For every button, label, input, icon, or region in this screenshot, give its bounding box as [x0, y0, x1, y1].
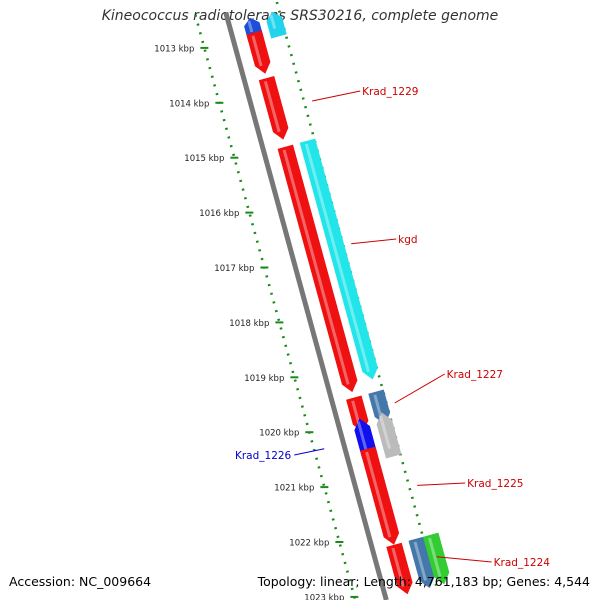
gene-feature[interactable]: [266, 11, 287, 39]
gene-label-kgd[interactable]: kgd: [398, 234, 417, 246]
ruler-tick-label: 1018 kbp: [229, 319, 269, 329]
gene-Krad_1229[interactable]: [258, 76, 289, 140]
gene-highlight: [247, 20, 254, 33]
gene-label-Krad_1226[interactable]: Krad_1226: [235, 450, 292, 462]
gene-highlight: [413, 541, 427, 581]
gene-feature[interactable]: [408, 536, 435, 589]
gene-feature[interactable]: [246, 30, 271, 74]
ruler-tick-label: 1021 kbp: [274, 484, 314, 494]
ruler-tick-label: 1023 kbp: [304, 593, 344, 600]
ruler-tick-label: 1014 kbp: [169, 99, 209, 109]
gene-highlight: [379, 415, 391, 450]
gene-highlight: [351, 400, 361, 425]
gene-labels: Krad_1229 Krad_1227 Krad_1226 Krad_1225 Krad…: [235, 86, 550, 569]
gene-label-Krad_1225[interactable]: Krad_1225: [467, 478, 523, 490]
backbone-line: [223, 11, 389, 600]
ruler-tick-label: 1015 kbp: [184, 154, 224, 164]
label-leader-line: [417, 482, 466, 486]
label-leader-line: [312, 90, 361, 102]
gene-label-Krad_1229[interactable]: Krad_1229: [362, 86, 418, 98]
gene-highlight: [391, 547, 405, 587]
gene-highlight: [251, 35, 263, 67]
ruler-tick-label: 1013 kbp: [154, 44, 194, 54]
gene-kgd[interactable]: [277, 144, 358, 393]
gene-highlight: [269, 14, 277, 30]
gene-label-Krad_1224[interactable]: Krad_1224: [494, 557, 551, 569]
ruler-tick-label: 1017 kbp: [214, 264, 254, 274]
gene-feature[interactable]: [299, 138, 378, 380]
gene-highlight: [304, 143, 370, 373]
genome-backbone: [194, 0, 440, 600]
gene-highlight: [365, 451, 392, 538]
gene-feature[interactable]: [423, 532, 450, 585]
gene-Krad_1225[interactable]: [360, 446, 400, 545]
ruler-tick-label: 1019 kbp: [244, 374, 284, 384]
map-title: Kineococcus radiotolerans SRS30216, comp…: [101, 8, 499, 24]
gene-highlight: [263, 80, 281, 133]
gene-feature[interactable]: [376, 412, 402, 459]
label-leader-line: [351, 238, 397, 245]
gene-highlight: [282, 149, 350, 385]
gene-label-Krad_1227[interactable]: Krad_1227: [447, 369, 503, 381]
gene-highlight: [373, 394, 383, 418]
gene-Krad_1224[interactable]: [386, 542, 413, 595]
ruler-tick-label: 1022 kbp: [289, 539, 329, 549]
gene-features: [244, 11, 450, 595]
genome-summary: Topology: linear; Length: 4,761,183 bp; …: [257, 574, 590, 589]
ruler-tick-label: 1016 kbp: [199, 209, 239, 219]
ruler-tick-label: 1020 kbp: [259, 429, 299, 439]
label-leader-line: [436, 556, 492, 563]
gene-highlight: [356, 421, 368, 450]
label-leader-line: [294, 448, 325, 456]
label-leader-line: [394, 373, 445, 404]
accession-label: Accession: NC_009664: [9, 574, 152, 589]
scale-ruler: 1013 kbp 1014 kbp 1015 kbp 1016 kbp 1017 kbp…: [154, 44, 359, 600]
gene-highlight: [428, 537, 442, 577]
